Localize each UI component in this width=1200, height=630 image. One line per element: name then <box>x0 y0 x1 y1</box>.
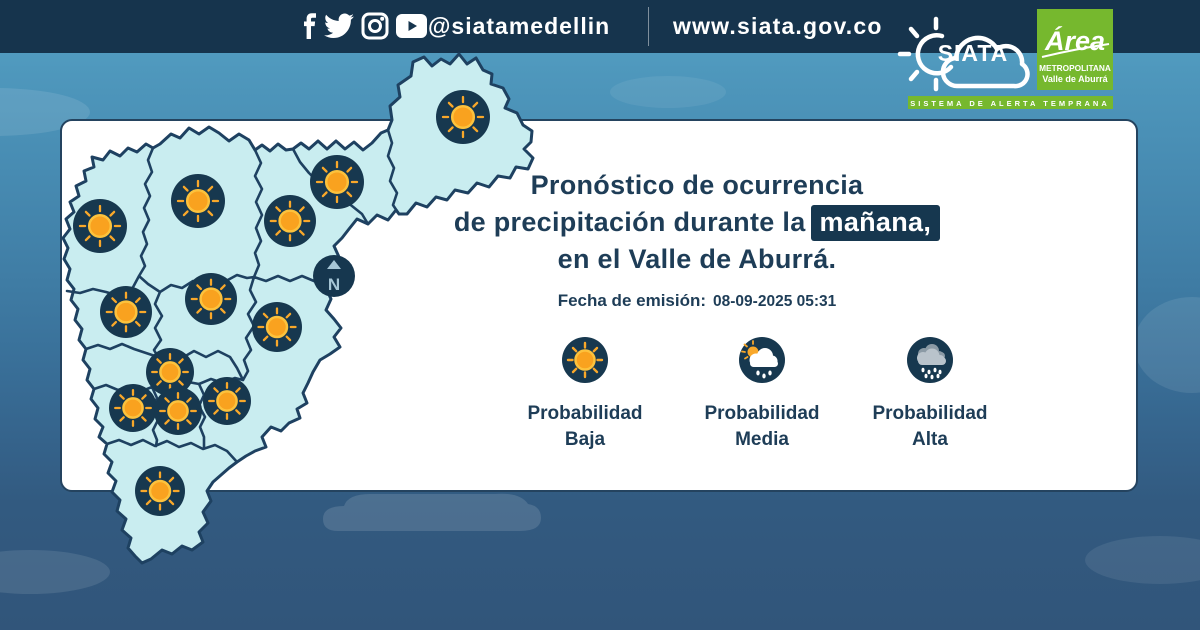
cloud-outline-icon <box>940 35 1030 89</box>
youtube-icon[interactable] <box>396 14 427 38</box>
cloud-shape <box>1134 297 1200 393</box>
social-icons-row <box>300 12 427 40</box>
footer-divider <box>648 7 649 46</box>
twitter-icon[interactable] <box>324 13 354 39</box>
page-title-line2: de precipitación durante la mañana, <box>352 204 1042 241</box>
forecast-card: Pronóstico de ocurrencia de precipitació… <box>60 119 1138 492</box>
area-metropolitana-logo: Área METROPOLITANA Valle de Aburrá <box>1037 9 1113 90</box>
page-title-line3: en el Valle de Aburrá. <box>557 244 837 274</box>
alert-banner-text: SISTEMA DE ALERTA TEMPRANA <box>910 99 1110 108</box>
alert-system-banner: SISTEMA DE ALERTA TEMPRANA <box>908 96 1113 109</box>
social-handle[interactable]: @siatamedellin <box>428 13 611 39</box>
page-title-line1: Pronóstico de ocurrencia <box>530 170 864 200</box>
header-logos: SIATA Área METROPOLITANA Valle de Aburrá… <box>897 9 1113 109</box>
area-logo-line3: Valle de Aburrá <box>1042 74 1108 84</box>
instagram-icon[interactable] <box>361 12 389 40</box>
footer-bar: @siatamedellin www.siata.gov.co <box>0 0 1200 53</box>
legend-label: Probabilidad Alta <box>872 403 988 450</box>
siata-logo-text: SIATA <box>938 40 1009 66</box>
rain-cloud-icon <box>907 337 953 383</box>
legend-item-medium-probability: Probabilidad Media <box>667 334 857 453</box>
cloud-shape <box>1085 536 1200 584</box>
title-highlight-morning: mañana, <box>810 205 941 241</box>
forecast-text-block: Pronóstico de ocurrencia de precipitació… <box>352 167 1042 311</box>
website-url[interactable]: www.siata.gov.co <box>673 13 883 39</box>
siata-logo: SIATA <box>897 16 1030 92</box>
legend-item-low-probability: Probabilidad Baja <box>490 334 680 453</box>
area-logo-script: Área <box>1044 25 1105 56</box>
area-logo-line2: METROPOLITANA <box>1039 63 1111 73</box>
cloud-shape <box>323 493 541 531</box>
emission-date-line: Fecha de emisión: 08-09-2025 05:31 <box>352 291 1042 311</box>
emission-date-value: 08-09-2025 05:31 <box>713 293 837 310</box>
facebook-icon[interactable] <box>300 12 317 40</box>
sun-rays-icon <box>897 16 939 92</box>
legend-label: Probabilidad Media <box>704 403 820 450</box>
cloud-shape <box>0 550 110 594</box>
emission-date-label: Fecha de emisión: <box>557 291 707 310</box>
area-logo-swoosh <box>1041 43 1110 58</box>
legend-item-high-probability: Probabilidad Alta <box>835 334 1025 453</box>
sun-icon <box>562 337 608 383</box>
sun-rain-cloud-icon <box>739 337 785 383</box>
legend-label: Probabilidad Baja <box>527 403 643 450</box>
page-title-line2-prefix: de precipitación durante la <box>453 207 806 237</box>
cloud-shape <box>610 76 726 108</box>
